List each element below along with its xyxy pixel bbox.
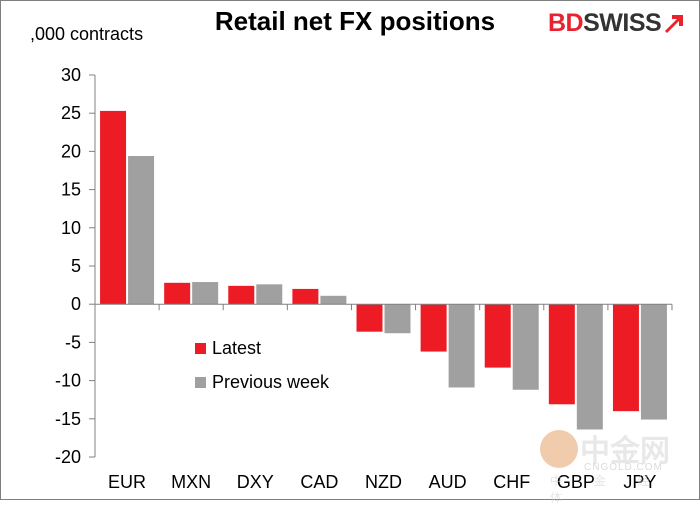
bar-latest — [228, 285, 255, 305]
bar-previous-week — [512, 304, 539, 390]
x-tick-label: AUD — [429, 472, 467, 492]
x-tick-label: NZD — [365, 472, 402, 492]
y-tick-label: -10 — [55, 371, 81, 391]
legend-label: Latest — [212, 338, 261, 358]
x-tick-label: MXN — [171, 472, 211, 492]
bar-previous-week — [320, 295, 347, 305]
y-tick-label: 10 — [61, 218, 81, 238]
logo-arrow-icon — [665, 15, 684, 33]
bar-previous-week — [384, 304, 411, 334]
y-tick-label: 5 — [71, 256, 81, 276]
y-tick-label: 0 — [71, 294, 81, 314]
bar-previous-week — [448, 304, 475, 388]
bar-latest — [484, 304, 511, 368]
legend-label: Previous week — [212, 372, 330, 392]
y-tick-label: 30 — [61, 65, 81, 85]
bdswiss-logo: BD SWISS — [548, 8, 685, 38]
legend-swatch — [195, 377, 206, 388]
watermark-tagline: 中 金 经 体 — [550, 474, 664, 505]
chart-title: Retail net FX positions — [214, 6, 496, 36]
y-tick-label: -20 — [55, 447, 81, 467]
bar-latest — [100, 110, 127, 305]
y-tick-label: -15 — [55, 409, 81, 429]
bar-previous-week — [576, 304, 603, 430]
watermark-badge-icon — [540, 430, 578, 468]
x-tick-label: DXY — [237, 472, 274, 492]
logo-text-bd: BD — [548, 8, 584, 37]
bar-latest — [292, 288, 319, 305]
y-tick-label: -5 — [65, 332, 81, 352]
x-tick-label: EUR — [108, 472, 146, 492]
bar-previous-week — [256, 284, 283, 305]
legend-swatch — [195, 343, 206, 354]
watermark-site: CNGOLD.COM — [584, 462, 663, 473]
bar-latest — [356, 304, 383, 332]
x-tick-label: CHF — [493, 472, 530, 492]
x-tick-label: CAD — [300, 472, 338, 492]
bar-previous-week — [640, 304, 667, 420]
bar-previous-week — [128, 155, 155, 305]
cngold-watermark: 中金网 CNGOLD.COM 中 金 经 体 — [540, 424, 690, 505]
watermark-chinese: 中金网 — [580, 434, 670, 469]
y-tick-label: 15 — [61, 180, 81, 200]
y-axis-units-label: ,000 contracts — [30, 24, 144, 44]
bar-latest — [548, 304, 575, 405]
y-tick-label: 25 — [61, 103, 81, 123]
bar-latest — [420, 304, 447, 352]
bar-latest — [164, 282, 191, 305]
logo-text-swiss: SWISS — [583, 8, 662, 37]
bar-latest — [612, 304, 639, 412]
x-tick-label: GBP — [557, 472, 595, 492]
x-tick-label: JPY — [623, 472, 656, 492]
bar-previous-week — [192, 282, 219, 305]
y-tick-label: 20 — [61, 141, 81, 161]
